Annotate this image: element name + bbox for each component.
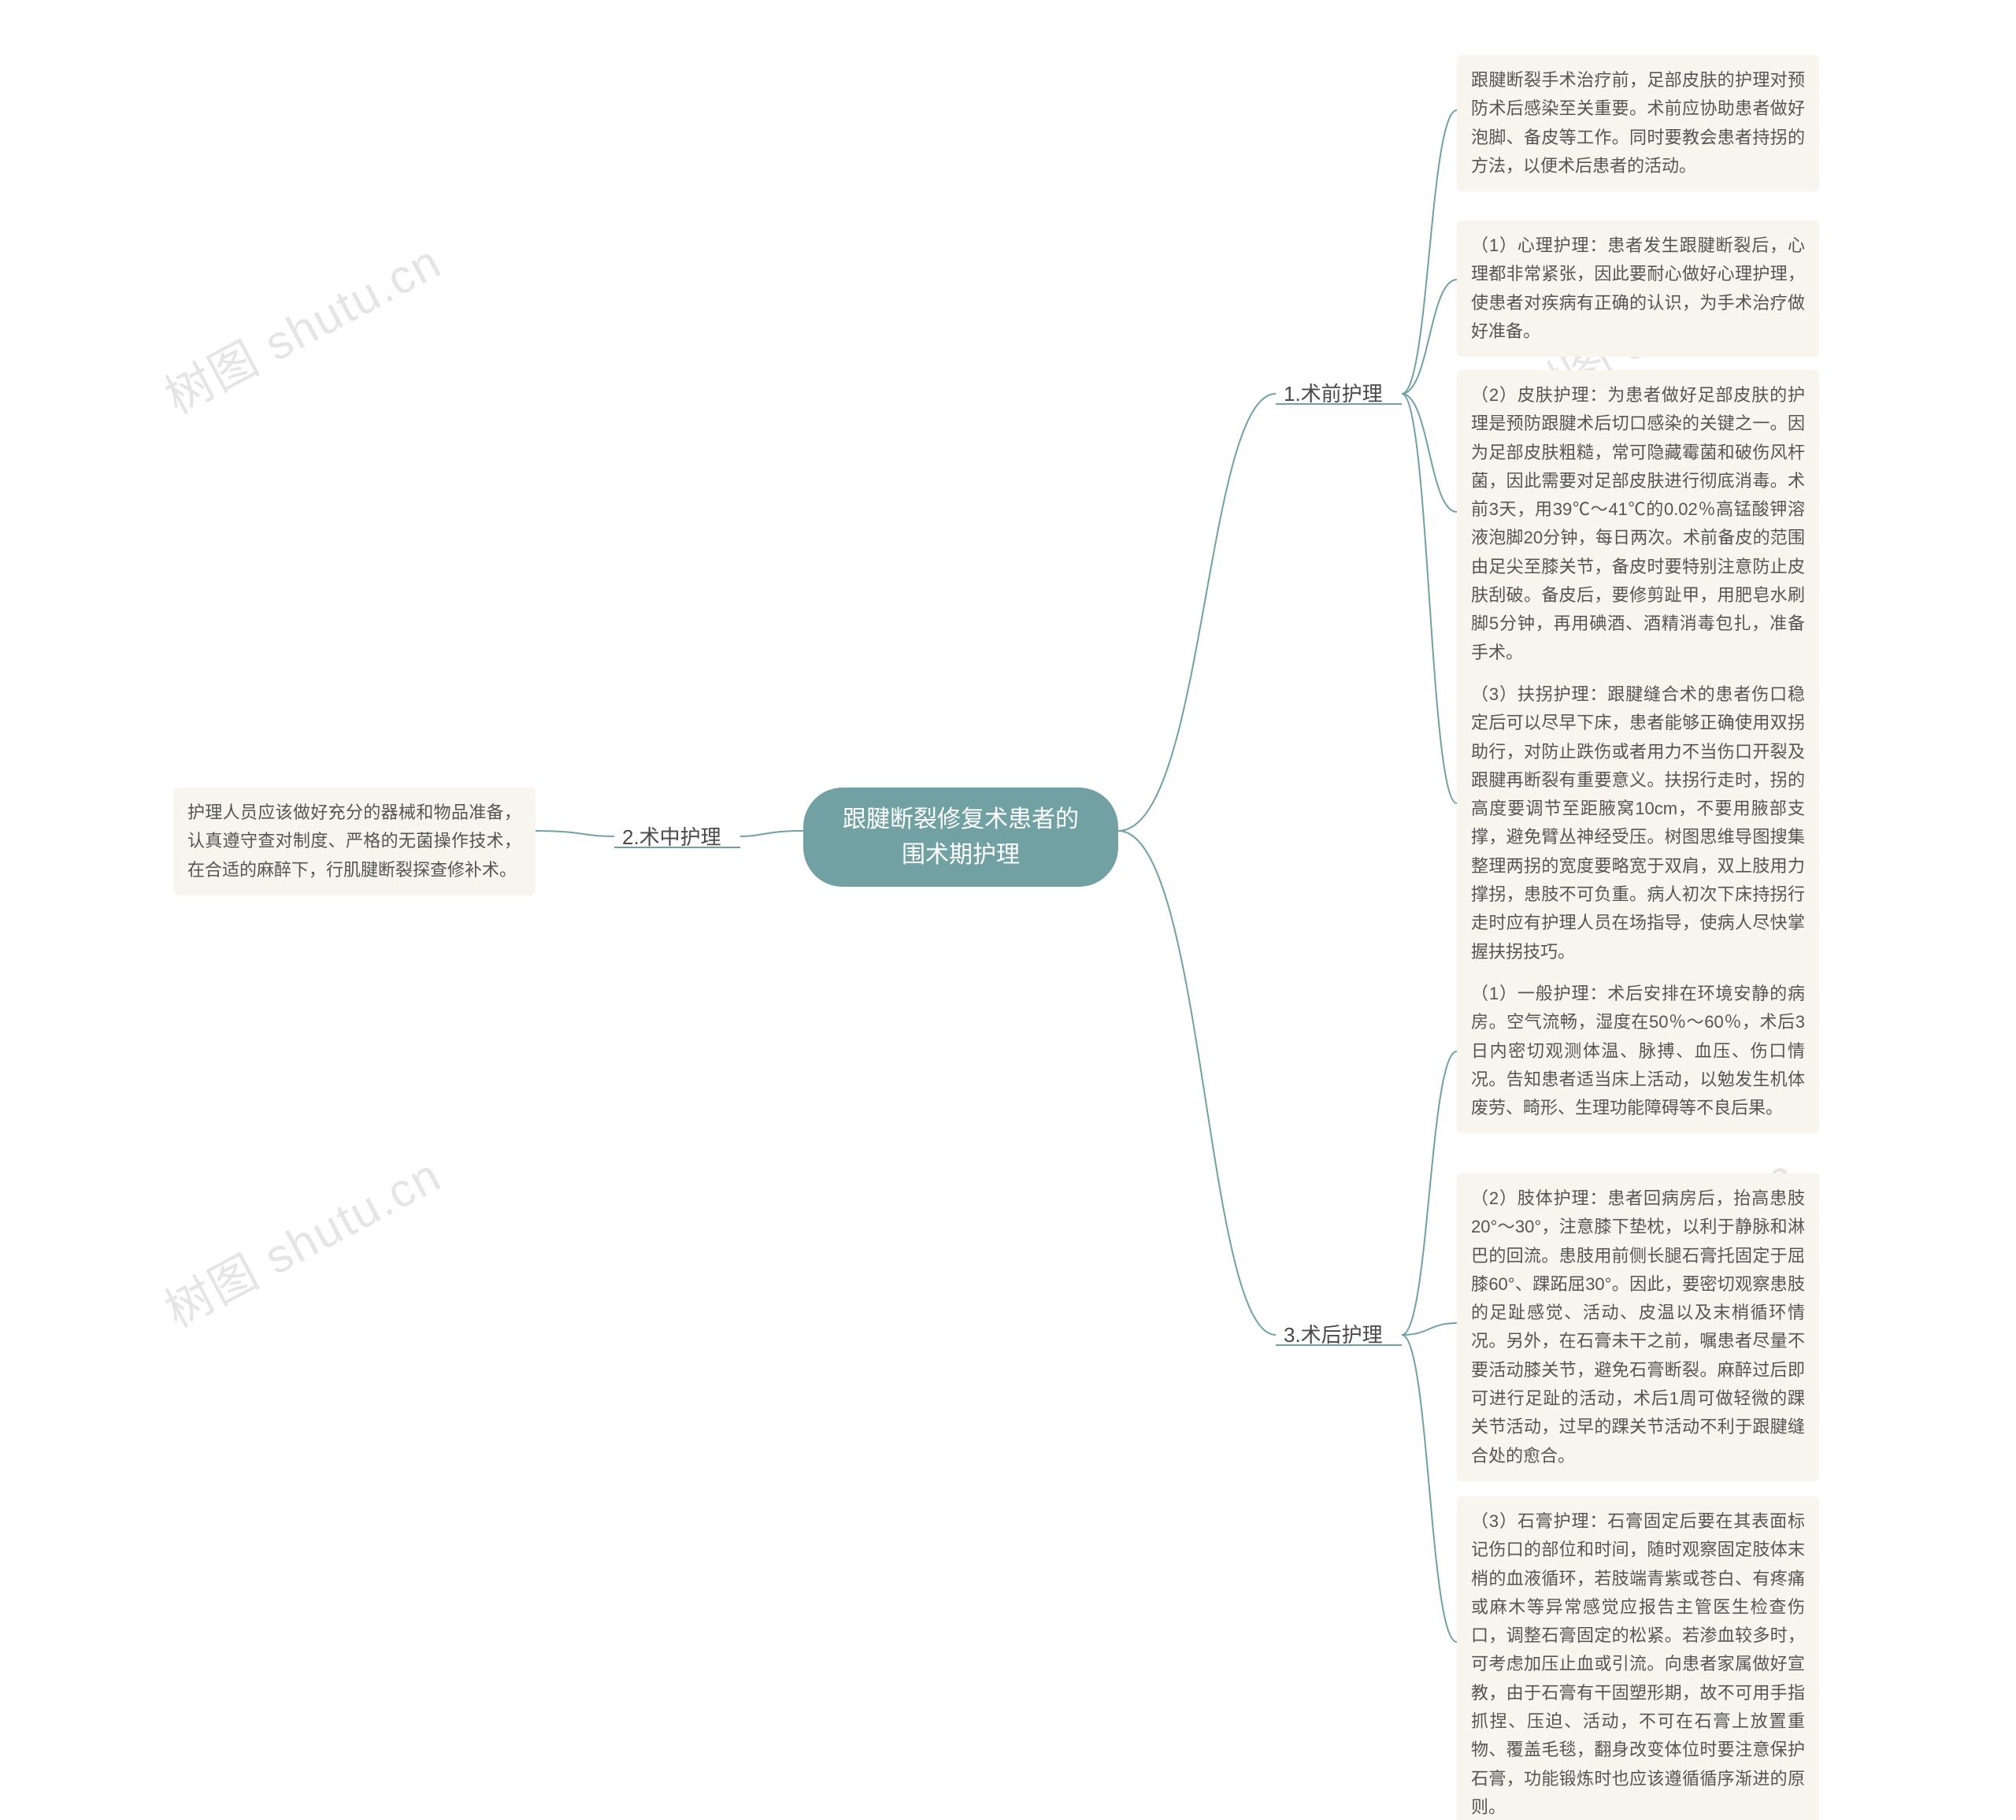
- branch-underline: [614, 847, 740, 848]
- watermark: 树图 shutu.cn: [151, 224, 451, 428]
- center-title: 跟腱断裂修复术患者的围术期护理: [833, 802, 1088, 873]
- leaf-node: （3）扶拐护理：跟腱缝合术的患者伤口稳定后可以尽早下床，患者能够正确使用双拐助行…: [1457, 669, 1819, 977]
- leaf-node: （1）心理护理：患者发生跟腱断裂后，心理都非常紧张，因此要耐心做好心理护理，使患…: [1457, 221, 1819, 357]
- leaf-node: 护理人员应该做好充分的器械和物品准备，认真遵守查对制度、严格的无菌操作技术，在合…: [173, 788, 536, 895]
- watermark: 树图 shutu.cn: [151, 1138, 451, 1341]
- leaf-node: （1）一般护理：术后安排在环境安静的病房。空气流畅，湿度在50％～60％，术后3…: [1457, 969, 1819, 1133]
- branch-underline: [1276, 1344, 1402, 1346]
- leaf-node: （2）皮肤护理：为患者做好足部皮肤的护理是预防跟腱术后切口感染的关键之一。因为足…: [1457, 370, 1819, 678]
- leaf-node: （2）肢体护理：患者回病房后，抬高患肢20°～30°，注意膝下垫枕，以利于静脉和…: [1457, 1173, 1819, 1481]
- leaf-node: （3）石膏护理：石膏固定后要在其表面标记伤口的部位和时间，随时观察固定肢体末梢的…: [1457, 1496, 1819, 1820]
- center-node: 跟腱断裂修复术患者的围术期护理: [803, 788, 1118, 887]
- leaf-node: 跟腱断裂手术治疗前，足部皮肤的护理对预防术后感染至关重要。术前应协助患者做好泡脚…: [1457, 55, 1819, 191]
- branch-underline: [1276, 403, 1402, 405]
